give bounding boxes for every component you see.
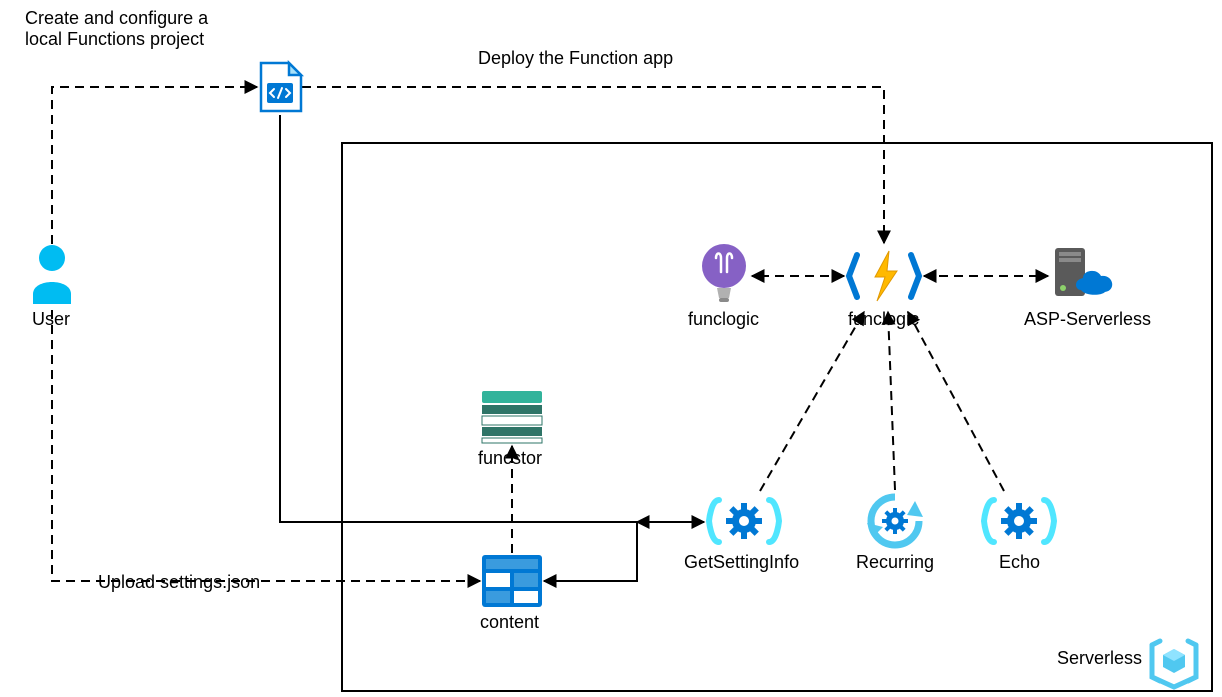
create-label: Create and configure a local Functions p… bbox=[25, 8, 208, 50]
asp-serverless-icon bbox=[1055, 248, 1112, 296]
funclogic-right-label: funclogic bbox=[848, 309, 919, 330]
serverless-label: Serverless bbox=[1057, 648, 1142, 669]
getsettinginfo-icon bbox=[709, 500, 779, 542]
rec-to-func bbox=[888, 312, 895, 490]
funclogic-bulb-icon bbox=[702, 244, 746, 302]
content-label: content bbox=[480, 612, 539, 633]
funclogic-left-label: funclogic bbox=[688, 309, 759, 330]
funcstor-icon bbox=[482, 391, 542, 443]
user-to-code bbox=[52, 87, 257, 244]
recurring-label: Recurring bbox=[856, 552, 934, 573]
echo-icon bbox=[984, 500, 1054, 542]
upload-label: Upload settings.json bbox=[98, 572, 260, 593]
get-to-func bbox=[760, 312, 864, 491]
code-to-content bbox=[280, 115, 637, 581]
user-icon bbox=[33, 245, 71, 304]
diagram-canvas: { "type": "flowchart", "canvas": { "widt… bbox=[0, 0, 1222, 697]
getsetting-label: GetSettingInfo bbox=[684, 552, 799, 573]
user-label: User bbox=[32, 309, 70, 330]
recurring-icon bbox=[867, 497, 923, 545]
function-app-icon bbox=[849, 251, 919, 301]
echo-label: Echo bbox=[999, 552, 1040, 573]
content-icon bbox=[482, 555, 542, 607]
serverless-container bbox=[342, 143, 1212, 691]
funcstor-label: funcstor bbox=[478, 448, 542, 469]
code-to-func bbox=[302, 87, 884, 243]
asp-label: ASP-Serverless bbox=[1024, 309, 1151, 330]
echo-to-func bbox=[908, 312, 1004, 491]
serverless-icon bbox=[1152, 641, 1196, 687]
user-to-content bbox=[52, 310, 480, 581]
deploy-label: Deploy the Function app bbox=[478, 48, 673, 69]
code-file-icon bbox=[261, 63, 301, 111]
